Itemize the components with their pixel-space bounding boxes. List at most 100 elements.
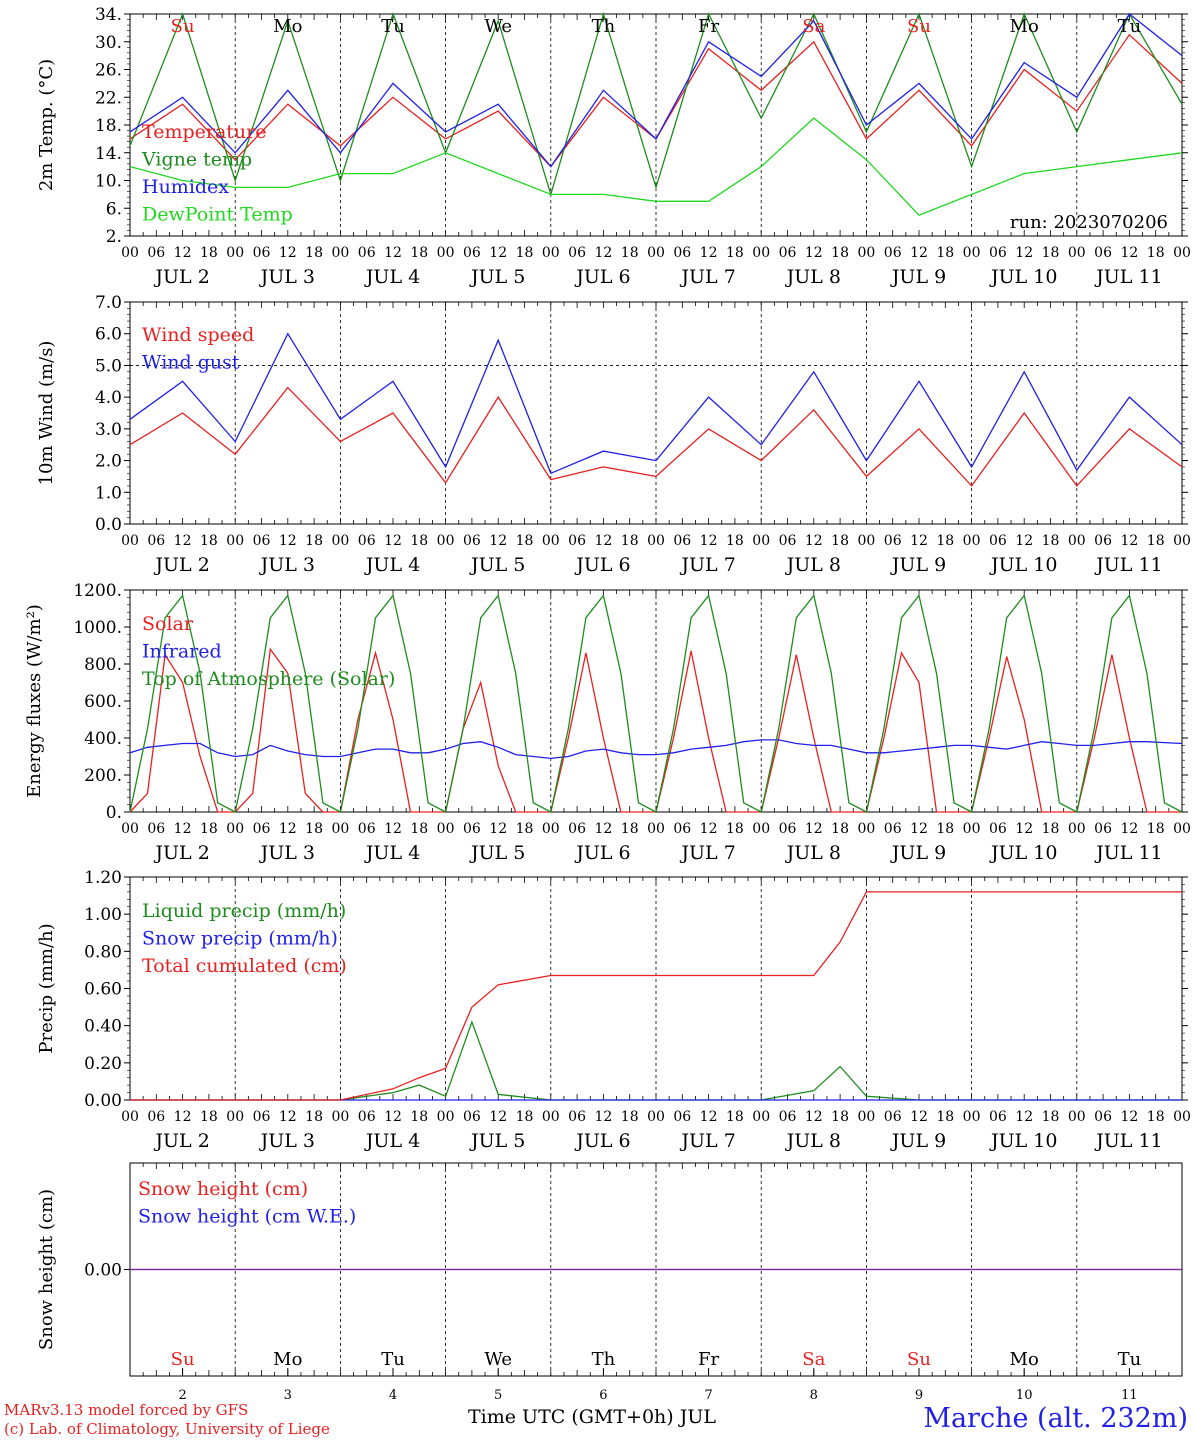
hour-tick-label: 00 [121, 245, 139, 261]
y-tick-label: 30. [95, 33, 122, 53]
run-label: run: 2023070206 [1010, 212, 1168, 233]
hour-tick-label: 18 [1147, 1109, 1165, 1125]
hour-tick-label: 18 [305, 821, 323, 837]
series-line-wind-gust [129, 332, 1183, 475]
date-label: JUL 8 [785, 554, 841, 576]
hour-tick-label: 18 [200, 245, 218, 261]
hour-tick-label: 12 [910, 245, 928, 261]
y-tick-label: 6. [106, 199, 122, 219]
date-label: JUL 3 [259, 554, 315, 576]
date-label: JUL 2 [153, 554, 209, 576]
hour-tick-label: 18 [621, 245, 639, 261]
y-tick-label: 1.0 [95, 483, 122, 503]
hour-tick-label: 18 [936, 821, 954, 837]
weekday-label: Fr [698, 16, 719, 37]
hour-tick-label: 06 [1094, 821, 1112, 837]
hour-tick-label: 12 [910, 533, 928, 549]
panel-temperature: 2. 6. 10. 14. 18. 22. 26. 30. 34. 2m Temp. (°C) Te… [36, 5, 1191, 288]
date-label: JUL 9 [890, 1130, 946, 1152]
y-tick-label: 22. [95, 88, 122, 108]
hour-tick-label: 18 [831, 821, 849, 837]
y-tick-label: 34. [95, 5, 122, 25]
hour-tick-label: 06 [568, 1109, 586, 1125]
legend-entry: Solar [142, 613, 194, 635]
hour-tick-label: 06 [253, 821, 271, 837]
weekday-label: Fr [698, 1349, 719, 1370]
hour-tick-label: 06 [568, 821, 586, 837]
hour-tick-label: 18 [410, 533, 428, 549]
hour-tick-label: 12 [279, 533, 297, 549]
hour-tick-label: 06 [884, 821, 902, 837]
y-tick-label: 1.20 [84, 868, 122, 888]
y-tick-label: 0.60 [84, 980, 122, 1000]
hour-tick-label: 12 [279, 821, 297, 837]
hour-tick-label: 12 [279, 1109, 297, 1125]
hour-tick-label: 18 [200, 1109, 218, 1125]
date-label: JUL 11 [1094, 842, 1162, 864]
hour-tick-label: 12 [1120, 533, 1138, 549]
hour-tick-label: 00 [542, 533, 560, 549]
date-label: JUL 6 [574, 266, 630, 288]
hour-tick-label: 12 [700, 533, 718, 549]
date-label: JUL 10 [989, 554, 1057, 576]
panel-snow: 0.00 Snow height (cm) Snow height (cm) Snow… [36, 1162, 1183, 1403]
date-label: JUL 10 [989, 1130, 1057, 1152]
hour-tick-label: 00 [647, 821, 665, 837]
hour-tick-label: 00 [226, 533, 244, 549]
legend-entry: Temperature [142, 121, 266, 143]
legend-entry: Total cumulated (cm) [142, 955, 347, 977]
weekday-label: Su [907, 16, 931, 37]
date-label: JUL 3 [259, 266, 315, 288]
hour-tick-label: 06 [147, 1109, 165, 1125]
day-number-label: 3 [284, 1388, 292, 1403]
weekday-label: Mo [273, 1349, 302, 1370]
hour-tick-label: 00 [437, 533, 455, 549]
hour-tick-label: 18 [516, 1109, 534, 1125]
y-tick-label: 18. [95, 116, 122, 136]
hour-tick-label: 00 [857, 245, 875, 261]
y-tick-label: 1200. [73, 581, 122, 601]
hour-tick-label: 18 [200, 821, 218, 837]
hour-tick-label: 12 [1015, 1109, 1033, 1125]
hour-tick-label: 00 [963, 533, 981, 549]
weekday-label: Su [171, 16, 195, 37]
legend-entry: Humidex [142, 176, 229, 198]
hour-tick-label: 18 [936, 533, 954, 549]
y-axis-title: Energy fluxes (W/m²) [24, 604, 45, 798]
date-label: JUL 11 [1094, 554, 1162, 576]
legend-entry: Snow precip (mm/h) [142, 928, 338, 950]
hour-tick-label: 00 [331, 533, 349, 549]
hour-tick-label: 18 [1147, 821, 1165, 837]
hour-tick-label: 18 [305, 533, 323, 549]
hour-tick-label: 18 [516, 245, 534, 261]
weekday-label: We [484, 16, 512, 37]
hour-tick-label: 18 [726, 533, 744, 549]
date-label: JUL 10 [989, 842, 1057, 864]
hour-tick-label: 12 [805, 533, 823, 549]
hour-tick-label: 18 [621, 1109, 639, 1125]
hour-tick-label: 18 [1147, 245, 1165, 261]
hour-tick-label: 12 [174, 821, 192, 837]
weekday-label: We [484, 1349, 512, 1370]
weekday-label: Su [907, 1349, 931, 1370]
hour-tick-label: 12 [1015, 821, 1033, 837]
hour-tick-label: 18 [831, 1109, 849, 1125]
hour-tick-label: 18 [410, 821, 428, 837]
date-label: JUL 11 [1094, 266, 1162, 288]
date-label: JUL 7 [679, 554, 735, 576]
date-label: JUL 2 [153, 842, 209, 864]
series-line-humidex [129, 13, 1183, 168]
hour-tick-label: 00 [647, 1109, 665, 1125]
y-tick-label: 4.0 [95, 388, 122, 408]
legend-entry: DewPoint Temp [142, 204, 293, 226]
x-axis-title: Time UTC (GMT+0h) JUL [468, 1406, 716, 1428]
y-axis-title: Snow height (cm) [36, 1189, 57, 1350]
hour-tick-label: 12 [1015, 533, 1033, 549]
hour-tick-label: 18 [936, 245, 954, 261]
y-tick-label: 0.80 [84, 942, 122, 962]
date-label: JUL 8 [785, 842, 841, 864]
day-number-label: 2 [178, 1388, 186, 1403]
day-number-label: 8 [810, 1388, 818, 1403]
hour-tick-label: 12 [489, 1109, 507, 1125]
hour-tick-label: 06 [884, 245, 902, 261]
